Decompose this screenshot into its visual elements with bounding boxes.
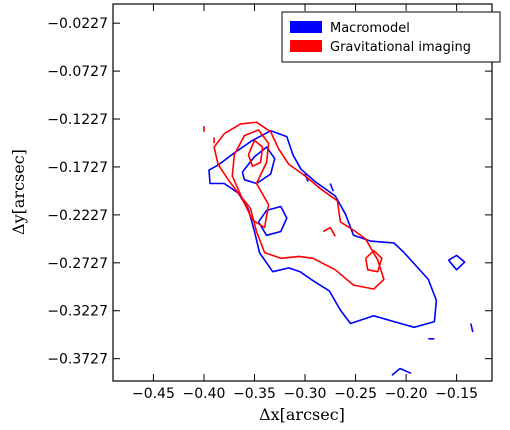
contour-gravitational-imaging-4 bbox=[322, 226, 336, 237]
contour-macromodel-6 bbox=[391, 367, 412, 376]
y-tick-label: −0.3227 bbox=[47, 304, 108, 320]
legend: Macromodel Gravitational imaging bbox=[281, 11, 501, 63]
plot-frame bbox=[112, 3, 493, 382]
y-axis-ticks: −0.0227 −0.0727 −0.1227 −0.1727 −0.2227 −0.27… bbox=[47, 16, 492, 368]
x-axis-label: Δx[arcsec] bbox=[259, 405, 345, 424]
contour-gravitational-imaging-0 bbox=[213, 121, 385, 290]
contour-macromodel-2 bbox=[257, 205, 288, 237]
y-tick-label: −0.2227 bbox=[47, 208, 108, 224]
x-tick-label: −0.30 bbox=[284, 386, 327, 402]
legend-label-gravitational-imaging: Gravitational imaging bbox=[330, 40, 471, 55]
x-tick-label: −0.20 bbox=[385, 386, 428, 402]
contour-macromodel-7 bbox=[470, 323, 474, 333]
y-tick-label: −0.2727 bbox=[47, 256, 108, 272]
y-axis-label: Δy[arcsec] bbox=[9, 149, 28, 235]
x-tick-label: −0.15 bbox=[435, 386, 478, 402]
x-tick-label: −0.45 bbox=[132, 386, 175, 402]
y-tick-label: −0.0727 bbox=[47, 64, 108, 80]
contour-gravitational-imaging-1 bbox=[231, 129, 270, 229]
x-tick-label: −0.25 bbox=[334, 386, 377, 402]
contour-macromodel-1 bbox=[241, 146, 276, 185]
legend-box bbox=[281, 11, 501, 63]
contour-gravitational-imaging-2 bbox=[247, 139, 264, 168]
y-tick-label: −0.1227 bbox=[47, 112, 108, 128]
contour-macromodel-5 bbox=[329, 183, 335, 192]
contour-macromodel-0 bbox=[208, 130, 438, 329]
legend-swatch-gravitational-imaging bbox=[290, 40, 322, 52]
contour-macromodel-3 bbox=[447, 254, 466, 271]
x-tick-label: −0.35 bbox=[233, 386, 276, 402]
legend-swatch-macromodel bbox=[290, 21, 322, 33]
y-tick-label: −0.1727 bbox=[47, 160, 108, 176]
contour-lines bbox=[203, 121, 474, 376]
y-tick-label: −0.3727 bbox=[47, 352, 108, 368]
contour-gravitational-imaging-3 bbox=[364, 249, 383, 273]
y-tick-label: −0.0227 bbox=[47, 16, 108, 32]
legend-label-macromodel: Macromodel bbox=[330, 21, 410, 36]
x-tick-label: −0.40 bbox=[183, 386, 226, 402]
x-axis-ticks: −0.45 −0.40 −0.35 −0.30 −0.25 −0.20 −0.15 bbox=[132, 4, 478, 402]
